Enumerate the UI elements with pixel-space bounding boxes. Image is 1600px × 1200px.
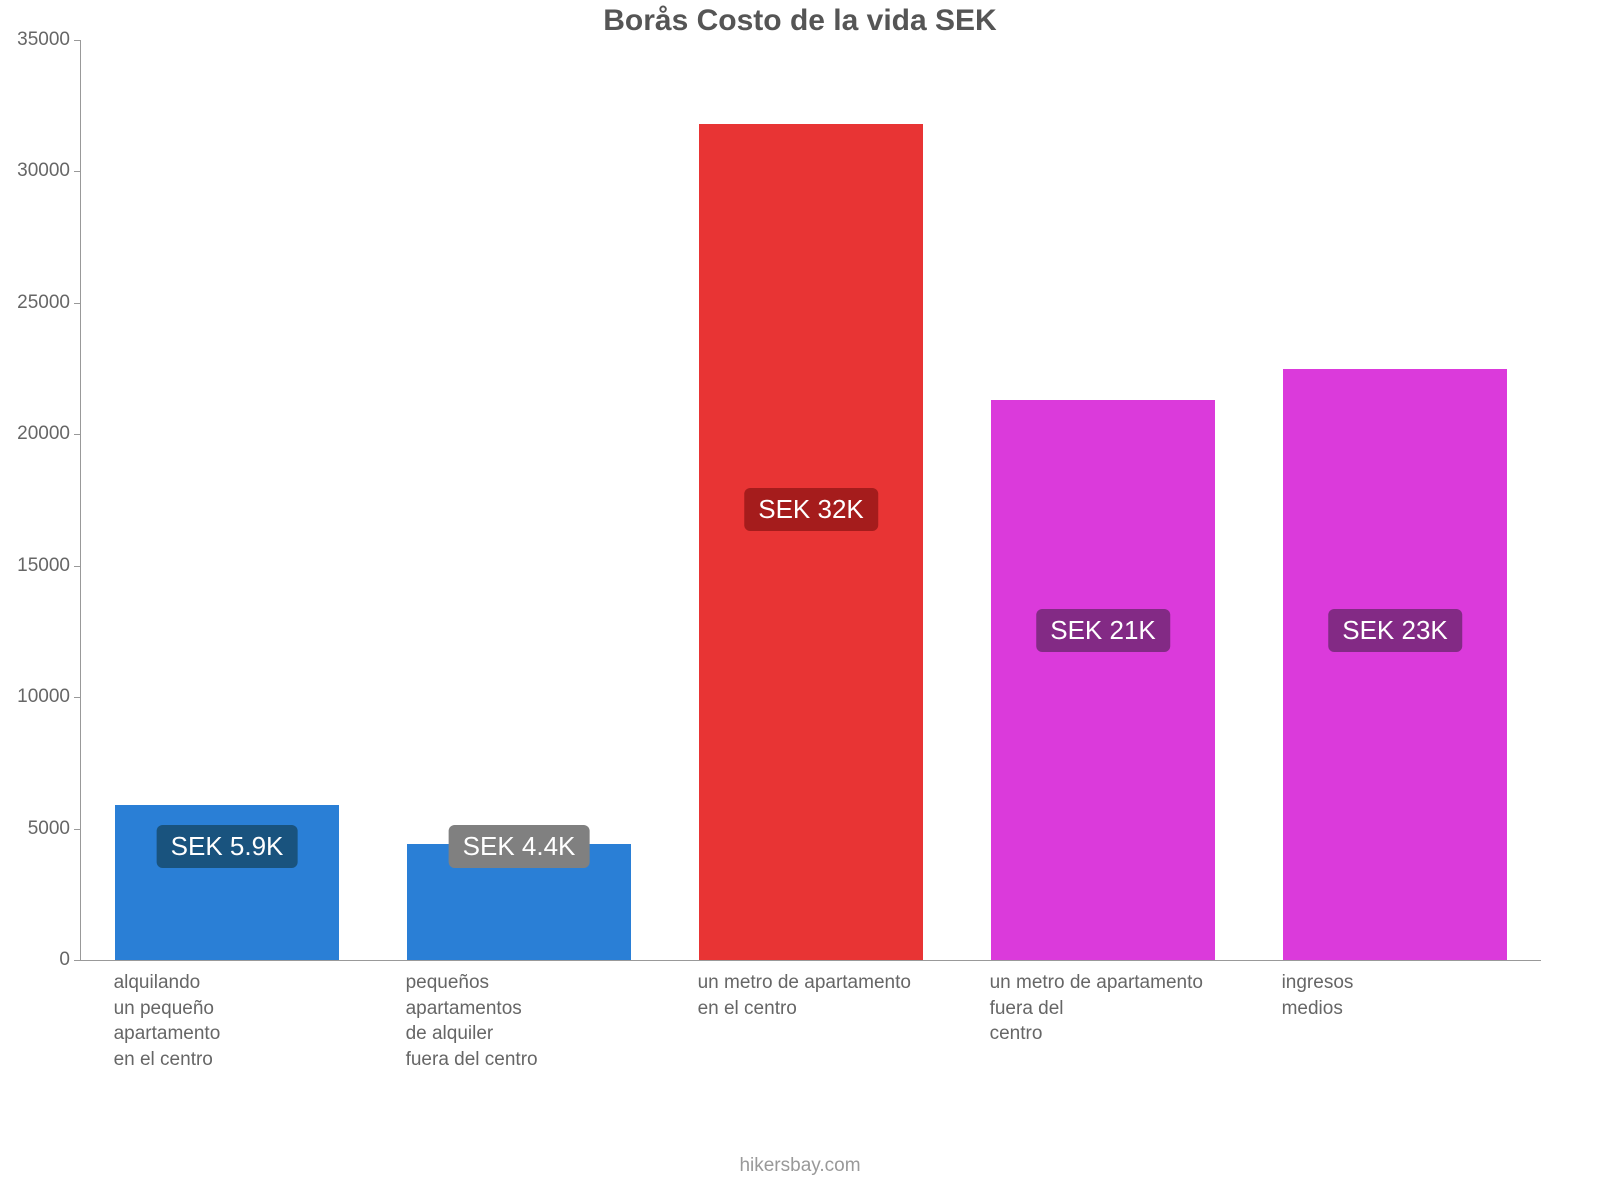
x-category-label: ingresosmedios <box>1282 970 1574 1021</box>
bar <box>699 124 924 960</box>
x-category-label: alquilandoun pequeñoapartamentoen el cen… <box>114 970 406 1073</box>
x-category-label: un metro de apartamentofuera delcentro <box>990 970 1282 1047</box>
y-tick-label: 35000 <box>17 29 70 51</box>
y-tick-label: 5000 <box>28 818 70 840</box>
y-tick-label: 30000 <box>17 160 70 182</box>
x-category-label: un metro de apartamentoen el centro <box>698 970 990 1021</box>
x-category-label: pequeñosapartamentosde alquilerfuera del… <box>406 970 698 1073</box>
bar-value-label: SEK 21K <box>1036 609 1170 652</box>
bar <box>1283 369 1508 960</box>
chart-footer: hikersbay.com <box>0 1155 1600 1177</box>
bar-value-label: SEK 5.9K <box>157 825 298 868</box>
chart-title: Borås Costo de la vida SEK <box>0 4 1600 38</box>
y-tick-label: 10000 <box>17 686 70 708</box>
x-axis-labels: alquilandoun pequeñoapartamentoen el cen… <box>80 970 1540 1140</box>
y-tick-label: 0 <box>59 949 70 971</box>
bar-value-label: SEK 4.4K <box>449 825 590 868</box>
bar <box>991 400 1216 960</box>
y-tick-label: 20000 <box>17 423 70 445</box>
cost-of-living-chart: Borås Costo de la vida SEK 0 5000 10000 150… <box>0 0 1600 1200</box>
y-tick-label: 15000 <box>17 555 70 577</box>
y-tick-label: 25000 <box>17 292 70 314</box>
bar-value-label: SEK 23K <box>1328 609 1462 652</box>
bar-value-label: SEK 32K <box>744 488 878 531</box>
plot-area: SEK 5.9K SEK 4.4K SEK 32K SEK 21K SEK 23K <box>80 40 1541 961</box>
